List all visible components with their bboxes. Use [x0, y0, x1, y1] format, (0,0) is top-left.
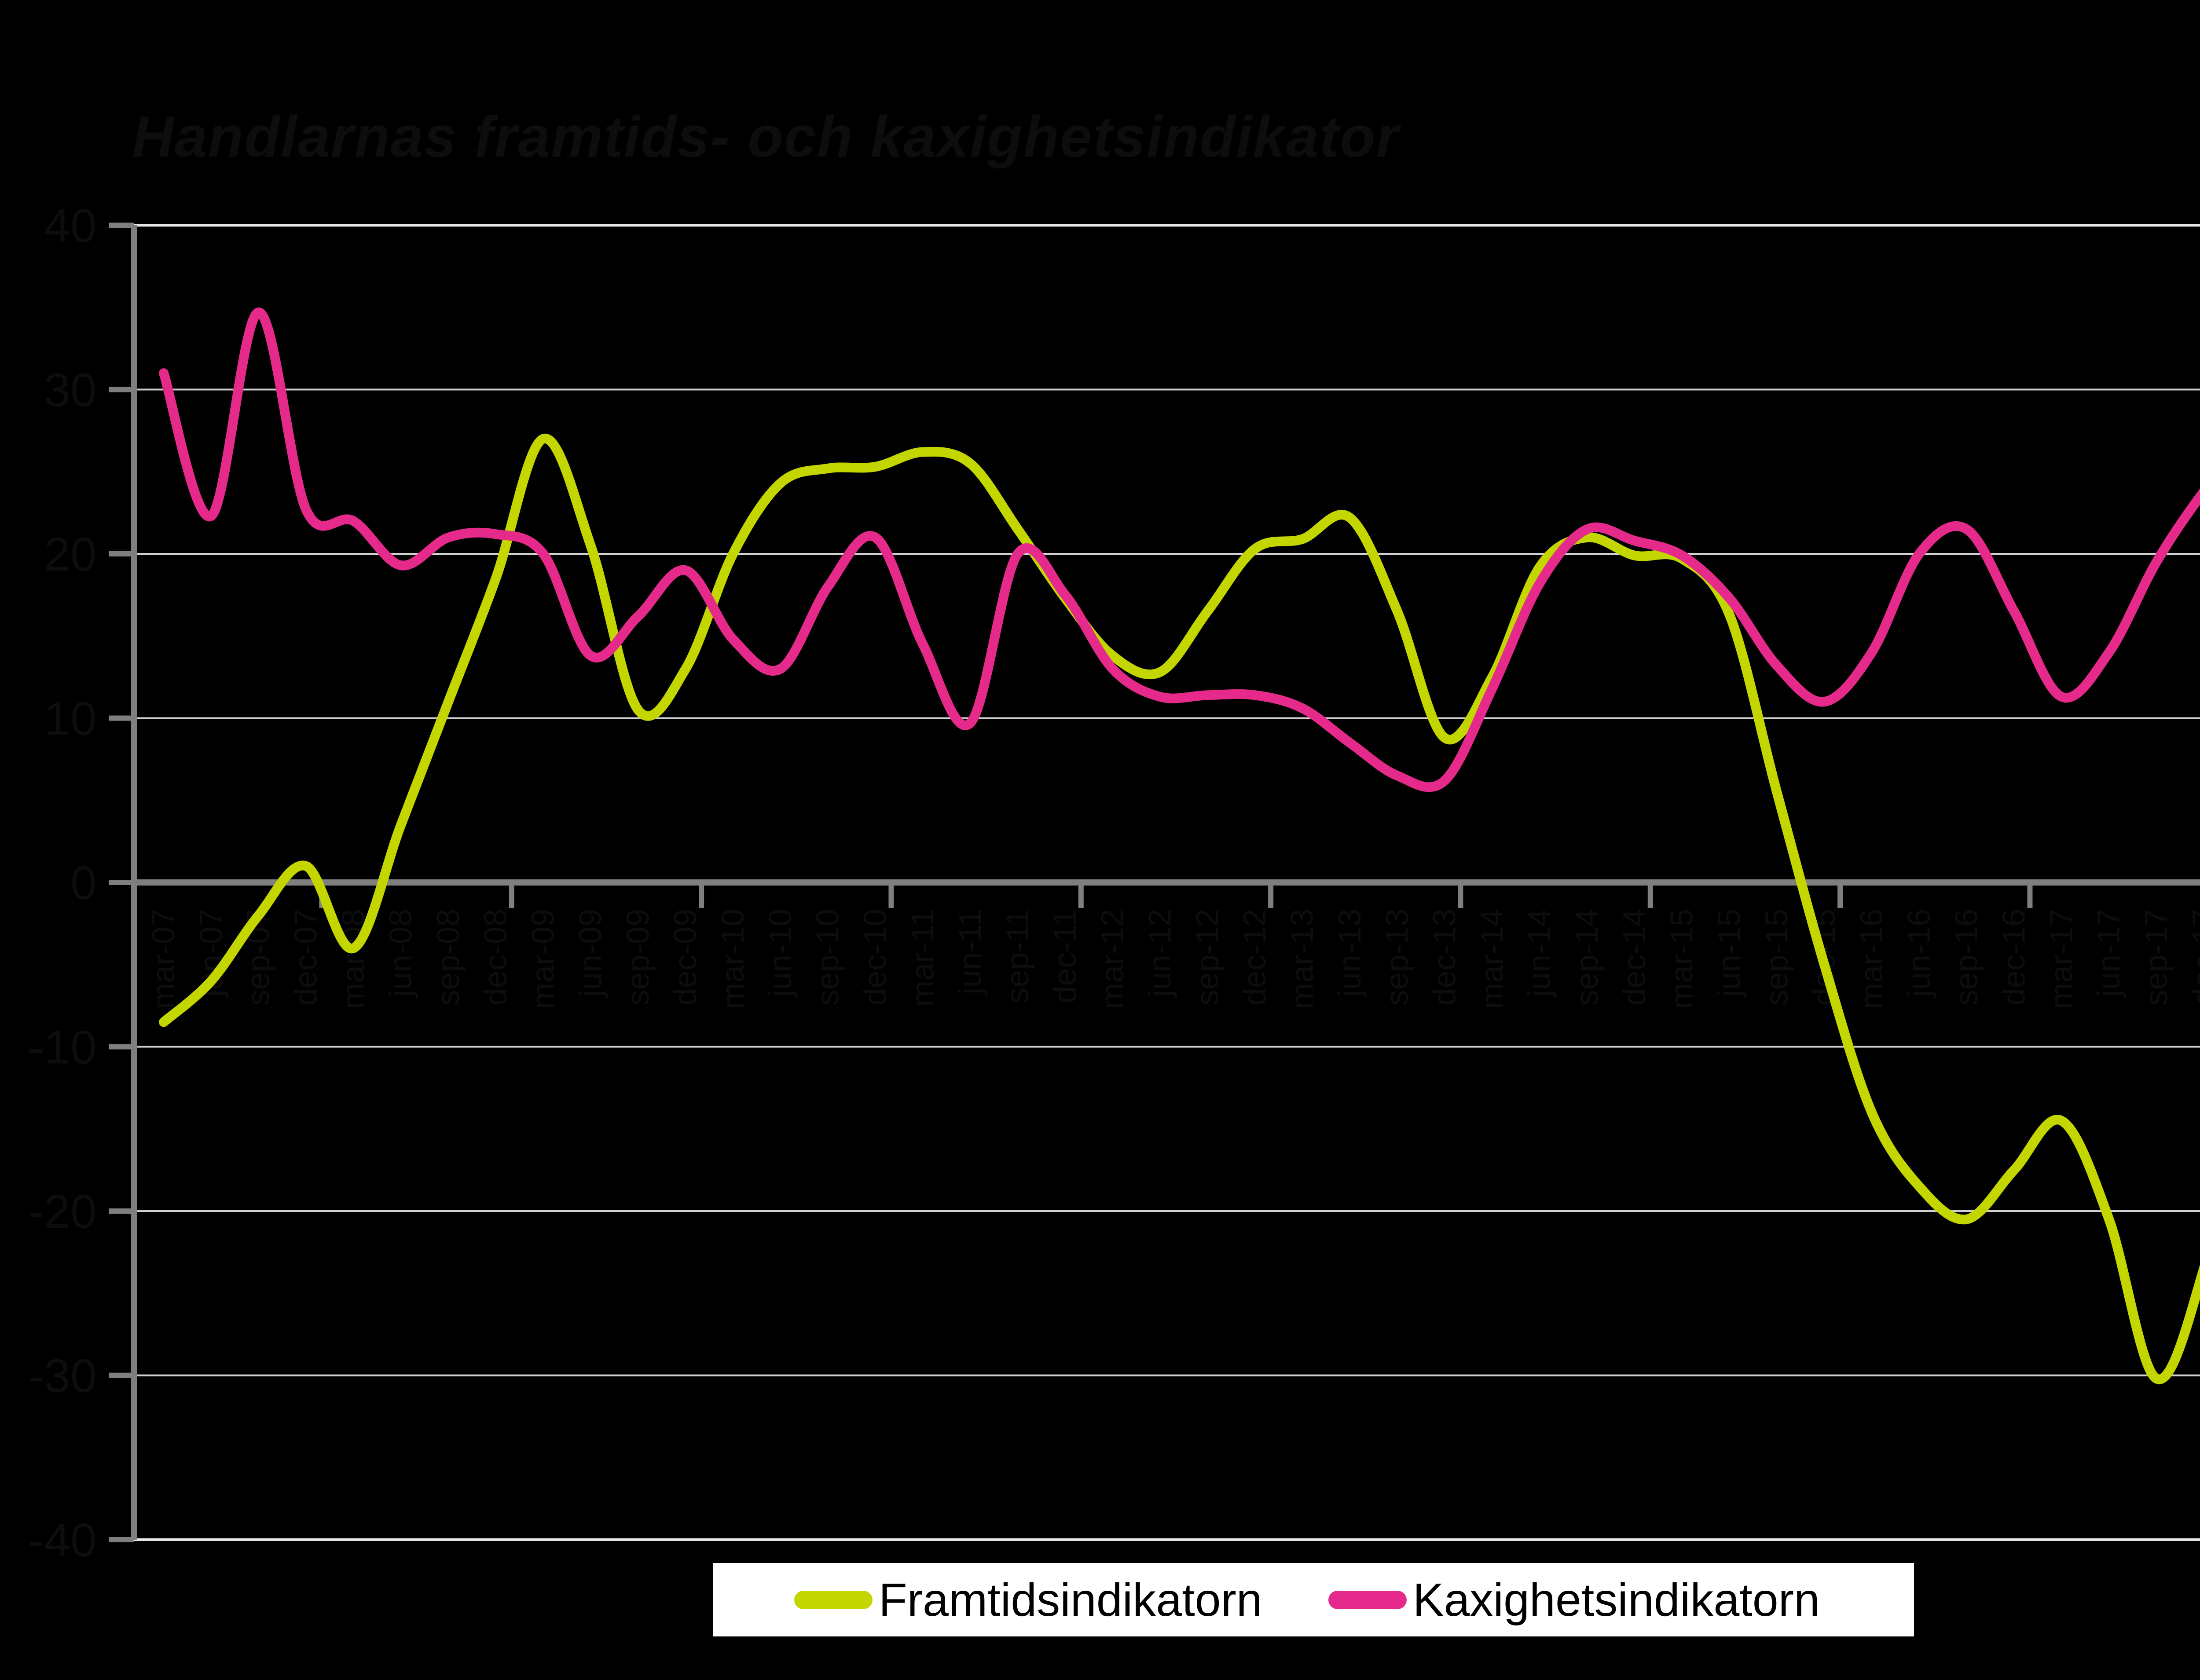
framtidsindikatorn-line-swatch-icon — [794, 1590, 873, 1609]
framtidsindikatorn-line — [159, 433, 2200, 1384]
x-axis-label: dec-14 — [1617, 909, 1652, 1006]
x-axis-label: mar-11 — [905, 909, 940, 1007]
x-axis-label: mar-10 — [715, 909, 751, 1009]
x-axis-label: dec-11 — [1048, 909, 1083, 1003]
axes — [109, 223, 2200, 1542]
x-axis-label: mar-14 — [1474, 909, 1510, 1009]
x-axis-label: dec-16 — [1997, 909, 2032, 1006]
x-axis-label: mar-16 — [1854, 909, 1889, 1009]
x-axis-label: sep-07 — [241, 909, 276, 1006]
x-axis-label: sep-17 — [2139, 909, 2174, 1006]
x-axis-label: mar-17 — [2044, 909, 2079, 1009]
legend-label-kaxighetsindikatorn: Kaxighetsindikatorn — [1412, 1574, 1820, 1626]
x-axis-label: jun-15 — [1712, 909, 1747, 998]
x-axis-label: jun-17 — [2091, 909, 2127, 998]
x-axis-label: sep-12 — [1190, 909, 1225, 1006]
x-axis-label: sep-09 — [620, 909, 656, 1006]
legend-label-framtidsindikatorn: Framtidsindikatorn — [879, 1574, 1262, 1626]
x-axis-label: mar-15 — [1665, 909, 1700, 1009]
x-axis-label: jun-12 — [1143, 909, 1178, 998]
x-axis-label: dec-17 — [2186, 909, 2200, 1006]
x-axis-label: sep-16 — [1949, 909, 1984, 1006]
x-axis-label: jun-14 — [1522, 909, 1557, 998]
y-axis-label: 0 — [70, 856, 97, 909]
chart-legend: Framtidsindikatorn Kaxighetsindikatorn — [713, 1563, 1914, 1636]
series — [159, 307, 2200, 1384]
x-axis-label: sep-13 — [1380, 909, 1415, 1006]
y-axis-label: -10 — [28, 1021, 97, 1074]
x-axis-label: sep-15 — [1759, 909, 1794, 1006]
x-axis-label: jun-16 — [1902, 909, 1937, 998]
y-axis-label: 40 — [44, 199, 97, 252]
x-axis-label: dec-13 — [1427, 909, 1463, 1006]
x-axis-label: sep-08 — [431, 909, 466, 1006]
x-axis-label: jun-09 — [573, 909, 609, 998]
y-axis-label: -20 — [28, 1185, 97, 1238]
x-axis-label: mar-07 — [146, 909, 181, 1009]
x-axis-label: dec-09 — [668, 909, 703, 1006]
kaxighetsindikatorn-line-swatch-icon — [1328, 1590, 1407, 1609]
x-axis-label: dec-07 — [289, 909, 324, 1006]
x-axis-label: jun-13 — [1332, 909, 1368, 998]
y-axis-label: -30 — [28, 1349, 97, 1402]
x-axis-label: mar-12 — [1095, 909, 1130, 1009]
x-axis-label: jun-11 — [953, 909, 988, 996]
x-axis-label: dec-10 — [858, 909, 893, 1006]
x-axis-label: dec-08 — [478, 909, 513, 1006]
x-axis-label: sep-14 — [1569, 909, 1605, 1006]
x-axis-label: sep-10 — [810, 909, 846, 1006]
y-axis-label: 10 — [44, 692, 97, 745]
gridlines — [134, 224, 2200, 1541]
x-axis-label: dec-12 — [1237, 909, 1272, 1006]
y-axis-label: 30 — [44, 363, 97, 417]
x-axis-label: mar-13 — [1285, 909, 1320, 1009]
x-axis-label: jun-08 — [383, 909, 418, 998]
legend-item-framtidsindikatorn: Framtidsindikatorn — [794, 1577, 1262, 1623]
x-axis-label: jun-10 — [763, 909, 798, 998]
y-axis-label: -40 — [28, 1513, 97, 1567]
x-axis-label: mar-09 — [526, 909, 561, 1009]
legend-item-kaxighetsindikatorn: Kaxighetsindikatorn — [1328, 1577, 1820, 1623]
chart-title: Handlarnas framtids- och kaxighetsindika… — [132, 104, 1400, 169]
y-axis-label: 20 — [44, 527, 97, 581]
kaxighetsindikatorn-line — [159, 307, 2200, 792]
x-axis-label: sep-11 — [1000, 909, 1035, 1003]
